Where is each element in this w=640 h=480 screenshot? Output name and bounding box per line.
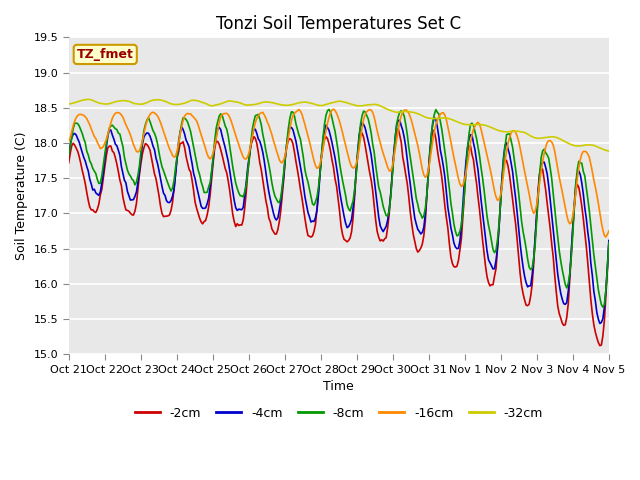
-32cm — [255, 101, 262, 107]
-4cm — [431, 115, 438, 121]
-2cm — [577, 193, 584, 199]
-16cm — [253, 115, 260, 121]
-4cm — [131, 193, 139, 199]
-32cm — [132, 101, 140, 107]
-16cm — [301, 122, 308, 128]
-8cm — [301, 167, 308, 173]
-2cm — [394, 126, 402, 132]
-2cm — [226, 188, 234, 193]
-16cm — [602, 234, 610, 240]
-16cm — [330, 106, 337, 112]
-2cm — [253, 141, 260, 146]
-8cm — [605, 240, 612, 246]
Line: -8cm: -8cm — [68, 109, 609, 307]
-8cm — [325, 107, 333, 112]
Y-axis label: Soil Temperature (C): Soil Temperature (C) — [15, 132, 28, 260]
Line: -2cm: -2cm — [68, 129, 609, 346]
-32cm — [577, 143, 584, 149]
X-axis label: Time: Time — [323, 380, 354, 393]
-8cm — [244, 168, 252, 174]
-2cm — [244, 169, 252, 175]
-2cm — [596, 343, 604, 348]
-16cm — [131, 145, 139, 151]
Line: -32cm: -32cm — [68, 99, 609, 151]
Title: Tonzi Soil Temperatures Set C: Tonzi Soil Temperatures Set C — [216, 15, 461, 33]
-16cm — [244, 154, 252, 159]
-16cm — [226, 115, 234, 120]
-2cm — [301, 216, 308, 221]
-2cm — [65, 160, 72, 166]
Legend: -2cm, -4cm, -8cm, -16cm, -32cm: -2cm, -4cm, -8cm, -16cm, -32cm — [130, 402, 548, 424]
-8cm — [577, 160, 584, 166]
Text: TZ_fmet: TZ_fmet — [77, 48, 134, 61]
-8cm — [599, 304, 607, 310]
-2cm — [605, 240, 612, 246]
-32cm — [245, 102, 253, 108]
-4cm — [244, 164, 252, 170]
-8cm — [226, 144, 234, 149]
-32cm — [65, 101, 72, 107]
-32cm — [303, 99, 310, 105]
-4cm — [577, 172, 584, 178]
-8cm — [131, 182, 139, 188]
-16cm — [605, 228, 612, 234]
-8cm — [253, 112, 260, 118]
-4cm — [253, 131, 260, 136]
-4cm — [605, 238, 612, 243]
Line: -16cm: -16cm — [68, 109, 609, 237]
-2cm — [131, 208, 139, 214]
-4cm — [301, 194, 308, 200]
-16cm — [577, 156, 584, 162]
-16cm — [65, 139, 72, 144]
-4cm — [226, 168, 234, 173]
Line: -4cm: -4cm — [68, 118, 609, 324]
-8cm — [65, 152, 72, 157]
-32cm — [84, 96, 92, 102]
-32cm — [227, 98, 235, 104]
-4cm — [65, 151, 72, 157]
-32cm — [605, 148, 612, 154]
-4cm — [596, 321, 604, 326]
